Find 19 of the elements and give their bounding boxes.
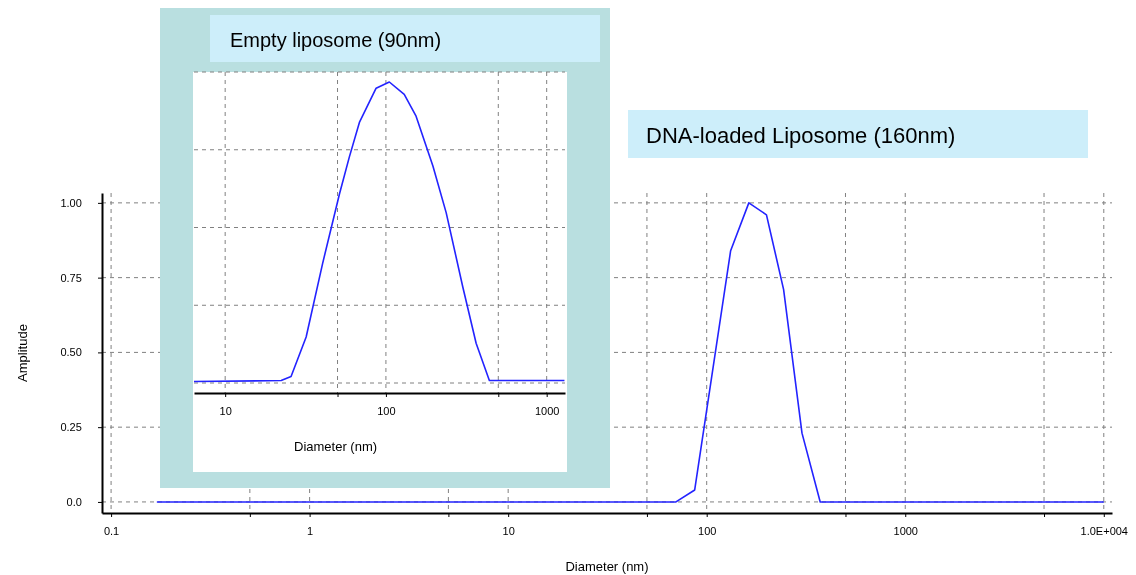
chart-title: Empty liposome (90nm) [230, 29, 442, 51]
text: DNA-loaded Liposome (160nm) [646, 123, 956, 148]
x-tick-label: 100 [377, 405, 396, 418]
x-axis-title: Diameter (nm) [294, 439, 378, 454]
y-tick-label: 0.25 [60, 421, 82, 434]
y-axis-title: Amplitude [15, 324, 30, 382]
y-tick-label: 0.0 [66, 495, 82, 508]
x-tick-label: 100 [698, 525, 717, 538]
x-tick-label: 1000 [534, 405, 560, 418]
y-tick-label: 0.75 [60, 271, 82, 284]
x-tick-label: 0.1 [103, 525, 120, 538]
x-tick-label: 1.0E+004 [1080, 525, 1128, 538]
x-tick-label: 10 [219, 405, 232, 418]
x-tick-label: 10 [502, 525, 515, 538]
y-tick-label: 1.00 [60, 196, 82, 209]
x-tick-label: 1000 [893, 525, 918, 538]
x-tick-label: 1 [307, 525, 314, 538]
y-tick-label: 0.50 [60, 346, 82, 359]
x-axis-title: Diameter (nm) [565, 559, 649, 574]
